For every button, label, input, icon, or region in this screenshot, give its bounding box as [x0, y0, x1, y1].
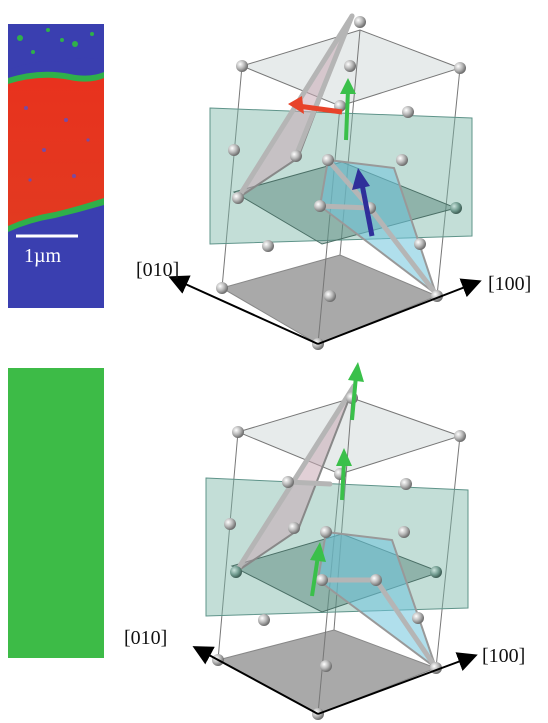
axis-010-arrow [168, 275, 319, 345]
micrograph-top-green-specks [8, 24, 104, 70]
axis-label-100: [100] [488, 273, 531, 295]
green-arrow-middle [336, 448, 352, 501]
axis-label-010: [010] [124, 627, 167, 649]
micrograph-top-speckle [17, 28, 94, 54]
axis-100-arrow [317, 278, 482, 345]
micrograph-top-red-specks [24, 106, 90, 182]
micrograph-bottom [8, 368, 104, 658]
blue-arrow [352, 168, 375, 237]
axis-label-100: [100] [482, 645, 525, 667]
crystal-cell-top: [010] [100] [136, 13, 531, 350]
bonds [233, 383, 439, 671]
micrograph-top: 1µm [8, 24, 104, 308]
scale-bar-label: 1µm [24, 245, 62, 267]
green-arrow-bottom [310, 542, 326, 597]
atoms [216, 16, 466, 350]
crystal-cell-bottom: [010] [100] [124, 362, 525, 720]
axis-010-arrow [192, 646, 319, 715]
cell-edges [221, 29, 461, 345]
axis-label-010: [010] [136, 259, 179, 281]
green-arrow [340, 78, 356, 141]
micrograph-top-red-core [8, 77, 104, 226]
axis-100-arrow [317, 652, 478, 715]
green-arrow-top [348, 362, 364, 421]
red-arrow [288, 96, 343, 115]
